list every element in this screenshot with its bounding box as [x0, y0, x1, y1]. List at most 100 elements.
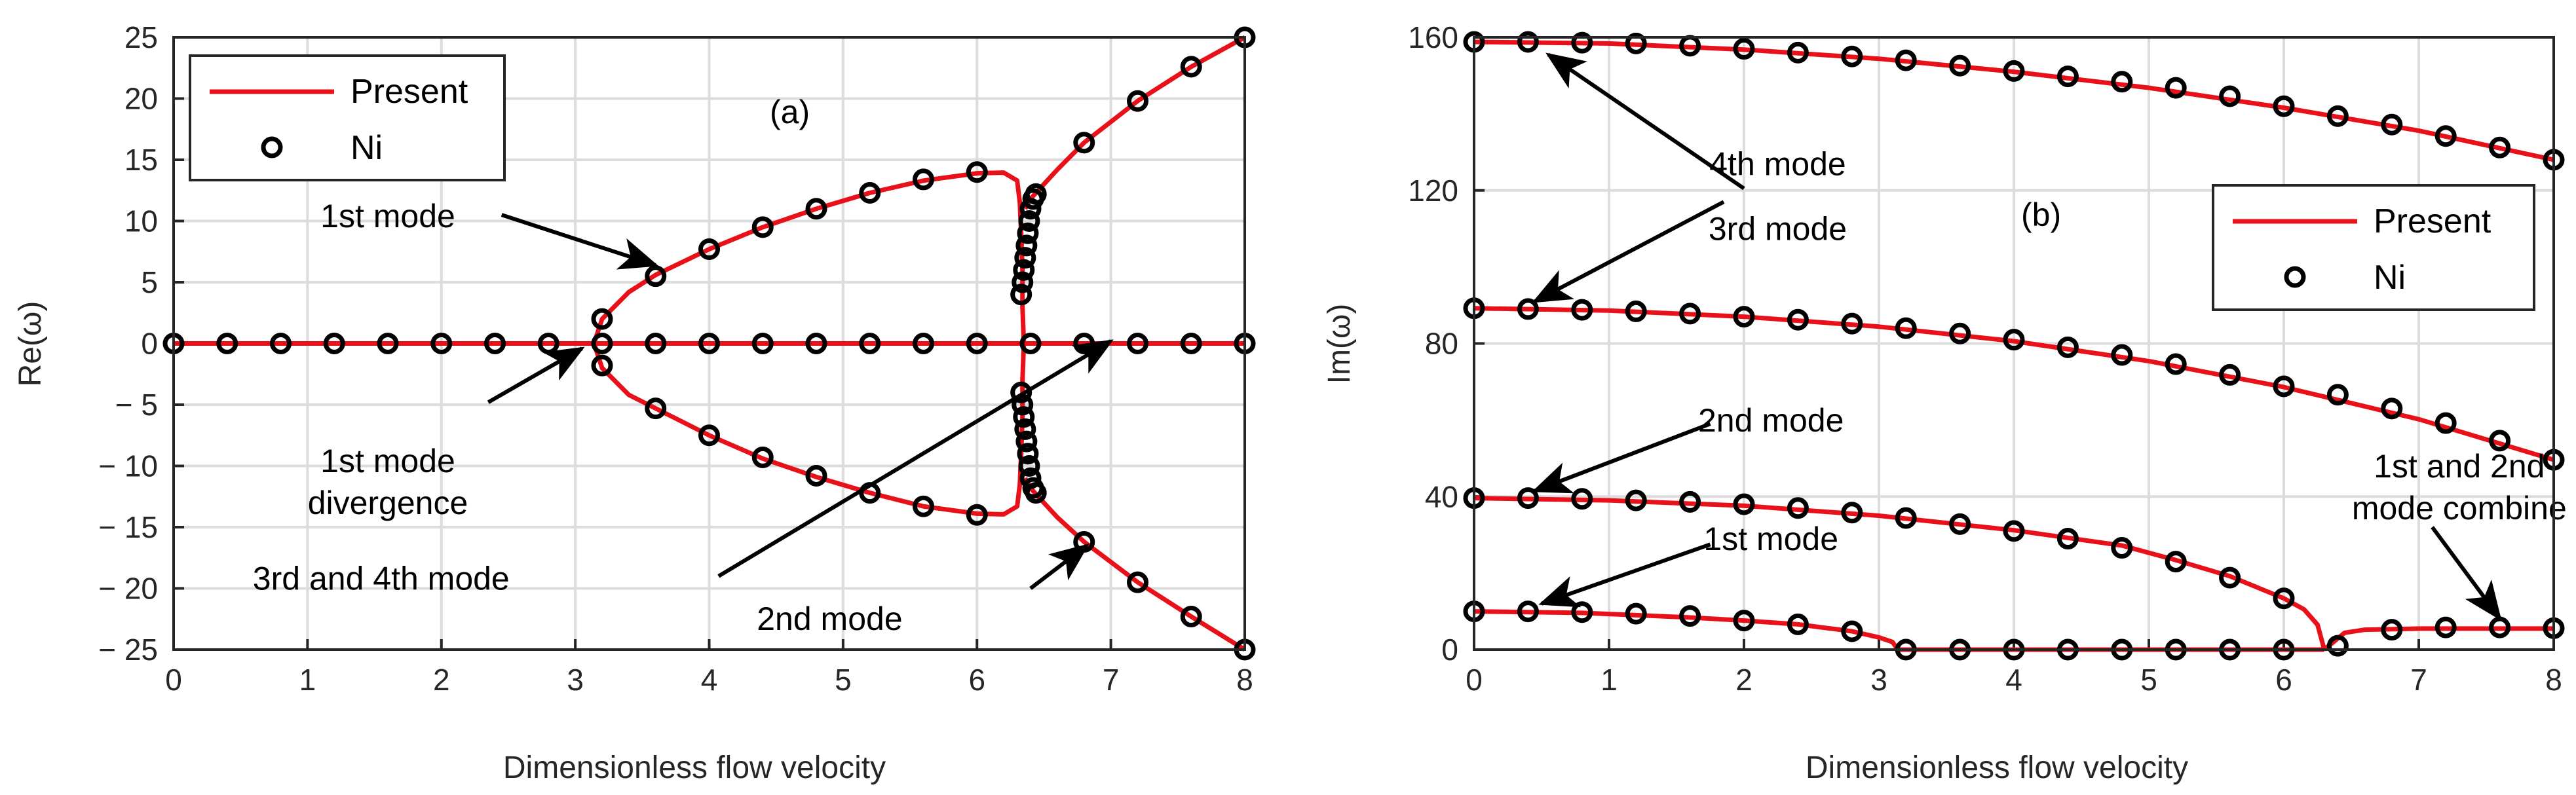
ni-marker-b [1733, 38, 1755, 60]
ni-marker-a [751, 216, 774, 238]
ni-marker-a [859, 333, 881, 354]
ni-marker-b [2165, 77, 2187, 99]
ni-marker-b [2434, 125, 2457, 147]
y-tick-label-a: 0 [141, 327, 158, 361]
ni-marker-b [2434, 412, 2457, 434]
legend-b: Present Ni [2212, 184, 2535, 311]
ni-marker-b [2219, 85, 2241, 107]
y-tick-label-b: 40 [1425, 479, 1458, 513]
ni-marker-a [751, 333, 774, 354]
ni-marker-b [1787, 497, 1809, 519]
legend-marker-swatch-b [2284, 266, 2306, 288]
ni-marker-b [1949, 322, 1971, 344]
annotation-text-b: 1st mode [1703, 521, 1838, 557]
ni-marker-b [1787, 308, 1809, 331]
ni-marker-b [2326, 635, 2349, 657]
ni-marker-b [1571, 31, 1593, 54]
present-curve-b [1474, 39, 2554, 162]
x-tick-label-b: 3 [1870, 663, 1887, 697]
ni-marker-b [1733, 493, 1755, 515]
ni-marker-b [1841, 45, 1863, 67]
ni-marker-b [2056, 65, 2079, 88]
annotation-arrow-b [1545, 52, 1745, 191]
y-axis-label-a: Re(ω) [13, 301, 48, 387]
ni-marker-b [2003, 60, 2025, 82]
ni-marker-a [1073, 132, 1095, 154]
y-tick-label-b: 80 [1425, 327, 1458, 361]
annotation-arrow-b [1532, 200, 1725, 303]
ni-marker-b [2003, 329, 2025, 351]
ni-marker-a [966, 161, 988, 183]
annotation-arrow-a [1029, 544, 1089, 590]
y-tick-label-a: − 25 [98, 633, 158, 667]
x-tick-label-a: 1 [299, 663, 316, 697]
y-tick-label-a: 20 [124, 82, 158, 116]
legend-label-present-a: Present [350, 73, 468, 111]
ni-marker-b [1733, 610, 1755, 632]
annotation-arrow-a [487, 346, 585, 404]
panel-label-b: (b) [2021, 196, 2061, 233]
ni-marker-a [645, 398, 667, 420]
panel-label-a: (a) [770, 94, 810, 130]
axes-frame-a [172, 36, 1246, 651]
ni-marker-b [1841, 620, 1863, 642]
legend-box-a [189, 54, 506, 181]
ni-marker-a [1018, 455, 1040, 477]
ni-marker-b [2111, 344, 2133, 366]
ni-marker-a [645, 333, 667, 354]
ni-marker-a [1180, 333, 1202, 354]
plot-area-b [1463, 31, 2565, 661]
ni-marker-a [377, 333, 399, 354]
ni-marker-a [1010, 381, 1032, 403]
x-tick-label-b: 0 [1466, 663, 1483, 697]
ni-marker-b [2326, 105, 2349, 127]
ni-marker-b [1841, 502, 1863, 524]
ni-marker-a [591, 333, 613, 354]
ticks-a: 0 1 2 3 4 5 6 7 8 − 25 − 20 − 15 − 10 − 5 0 5 10 15 20 25 [98, 20, 1253, 697]
ni-marker-a [270, 333, 292, 354]
annotation-text-line2-b: mode combine [2352, 490, 2567, 527]
plot-area-a [162, 26, 1256, 661]
annotations-a: 1st mode 1st mode divergence 3rd and 4th mo… [253, 198, 1114, 637]
y-tick-label-b: 120 [1408, 174, 1458, 208]
annotation-text-a: 2nd mode [757, 601, 902, 637]
ni-marker-a [698, 424, 720, 447]
x-tick-label-a: 6 [968, 663, 985, 697]
ni-marker-b [2434, 616, 2457, 638]
legend-box-b [2212, 184, 2535, 311]
ni-marker-b [2219, 363, 2241, 386]
x-tick-label-b: 4 [2005, 663, 2022, 697]
present-curve-a [1023, 477, 1245, 652]
annotation-arrow-b [1532, 422, 1711, 494]
ni-marker-a [913, 333, 934, 354]
ni-marker-b [2111, 71, 2133, 93]
ni-marker-a [805, 198, 827, 220]
ni-marker-a [805, 333, 827, 354]
x-tick-label-b: 1 [1601, 663, 1618, 697]
ni-marker-b [2273, 587, 2295, 610]
annotation-arrow-b [2431, 526, 2502, 621]
x-axis-label-b: Dimensionless flow velocity [1806, 750, 2188, 785]
x-tick-label-a: 2 [433, 663, 450, 697]
y-tick-label-a: − 20 [98, 572, 158, 606]
ni-marker-a [1180, 606, 1202, 628]
y-tick-label-a: 25 [124, 20, 158, 54]
ni-marker-a [698, 333, 720, 354]
annotation-text-b: 4th mode [1709, 145, 1846, 182]
x-axis-label-a: Dimensionless flow velocity [503, 750, 886, 785]
annotation-text-a: 1st mode [320, 443, 455, 479]
x-tick-label-b: 2 [1735, 663, 1752, 697]
ni-marker-a [1018, 210, 1040, 232]
ni-marker-a [805, 464, 827, 487]
legend-label-present-b: Present [2374, 202, 2491, 240]
annotation-text-line2-a: divergence [308, 485, 468, 521]
ni-marker-a [751, 446, 774, 468]
ni-marker-a [913, 495, 934, 517]
ni-marker-a [1015, 430, 1038, 453]
annotation-text-b: 1st and 2nd [2374, 448, 2545, 485]
ni-marker-a [1010, 284, 1032, 306]
ni-marker-b [2165, 551, 2187, 573]
ni-marker-b [1787, 41, 1809, 64]
